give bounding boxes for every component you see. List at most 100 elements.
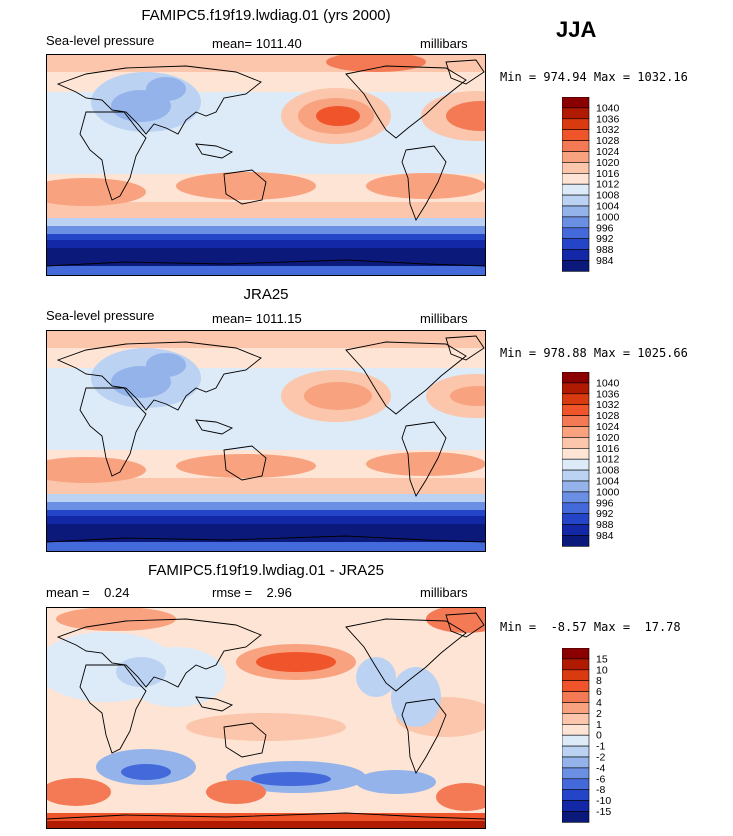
pressure-high [316, 106, 360, 126]
coastline [445, 335, 485, 361]
panel2-map [46, 330, 486, 552]
colorbar-swatch [562, 173, 590, 185]
coastline [345, 618, 467, 692]
colorbar-swatch [562, 216, 590, 229]
field-band [46, 821, 486, 829]
panel1-title: FAMIPC5.f19f19.lwdiag.01 (yrs 2000) [141, 7, 391, 24]
diff-region [46, 778, 111, 806]
colorbar-swatch [562, 426, 590, 438]
panel2-colorbar: 1040103610321028102410201016101210081004… [562, 372, 620, 547]
colorbar-tick-label: 992 [596, 508, 614, 520]
colorbar-swatch [562, 151, 590, 163]
diff-region [56, 607, 176, 631]
colorbar-swatch [562, 404, 590, 416]
coastline [223, 722, 267, 758]
field-band [46, 202, 486, 218]
colorbar-tick-label: 1000 [596, 211, 620, 223]
colorbar-swatch [562, 778, 590, 791]
diff-region [251, 772, 331, 786]
colorbar-tick-label: -6 [596, 773, 605, 785]
colorbar-tick-label: 2 [596, 708, 602, 720]
colorbar-tick-label: 1008 [596, 190, 620, 202]
field-band [46, 520, 486, 542]
field-band [46, 244, 486, 266]
map-frame [46, 54, 486, 276]
pressure-high [326, 54, 426, 72]
map-frame [46, 330, 486, 552]
coastline [401, 698, 447, 775]
colorbar-swatch [562, 756, 590, 769]
colorbar-tick-label: 1016 [596, 443, 620, 455]
field-band [46, 423, 486, 450]
pressure-high [46, 178, 146, 206]
field-band [46, 218, 486, 226]
pressure-high [176, 454, 316, 478]
colorbar-swatch [562, 702, 590, 714]
colorbar-swatch [562, 480, 590, 493]
field-band [46, 234, 486, 244]
pressure-low [146, 353, 186, 377]
colorbar-tick-label: 1012 [596, 454, 620, 466]
coastline [195, 143, 234, 159]
colorbar-tick-label: -8 [596, 784, 605, 796]
panel2-mean: mean= 1011.15 [212, 311, 302, 326]
colorbar-tick-label: 1040 [596, 102, 620, 114]
colorbar-tick-label: 1004 [596, 476, 620, 488]
colorbar-tick-label: 15 [596, 653, 608, 665]
diff-region [121, 764, 171, 780]
coastline [46, 812, 486, 829]
pressure-high [450, 386, 486, 406]
panel1-map [46, 54, 486, 276]
colorbar-swatch [562, 800, 590, 812]
colorbar-swatch [562, 129, 590, 141]
field-band [46, 510, 486, 520]
panel3-mean: mean = 0.24 [46, 585, 130, 600]
field-band [46, 240, 486, 248]
field-band [46, 147, 486, 174]
coastline [401, 145, 447, 222]
colorbar-tick-label: -2 [596, 752, 605, 764]
panel2-units: millibars [420, 311, 468, 326]
colorbar-swatch [562, 745, 590, 758]
diff-region [356, 770, 436, 794]
diff-region [391, 667, 441, 727]
colorbar-swatch [562, 811, 590, 823]
panel1-mean: mean= 1011.40 [212, 36, 302, 51]
coastline [195, 419, 234, 435]
coastline [445, 612, 485, 638]
coastline [56, 341, 262, 411]
panel1-minmax: Min = 974.94 Max = 1032.16 [500, 70, 688, 84]
panel1-colorbar: 1040103610321028102410201016101210081004… [562, 97, 620, 272]
colorbar-swatch [562, 140, 590, 152]
colorbar-tick-label: 1040 [596, 377, 620, 389]
diff-region [256, 652, 336, 672]
coastline [46, 535, 486, 552]
colorbar-swatch [562, 724, 590, 736]
panel2-minmax: Min = 978.88 Max = 1025.66 [500, 346, 688, 360]
colorbar-tick-label: 996 [596, 222, 614, 234]
diff-region [436, 783, 486, 811]
colorbar-tick-label: 984 [596, 255, 614, 267]
panel2-title: JRA25 [243, 286, 289, 303]
colorbar-tick-label: -15 [596, 806, 611, 818]
field-band [46, 478, 486, 494]
colorbar-tick-label: 6 [596, 686, 602, 698]
coastline [79, 664, 147, 754]
coastline [56, 618, 262, 688]
colorbar-swatch [562, 382, 590, 395]
coastline [223, 445, 267, 481]
colorbar-tick-label: 1036 [596, 388, 620, 400]
panel3-title: FAMIPC5.f19f19.lwdiag.01 - JRA25 [148, 562, 384, 579]
season-label: JJA [556, 17, 597, 42]
colorbar-swatch [562, 162, 590, 174]
field-band [46, 266, 486, 276]
coastline [195, 696, 234, 712]
colorbar-swatch [562, 249, 590, 261]
map-frame [46, 607, 486, 829]
colorbar-tick-label: 1028 [596, 135, 620, 147]
colorbar-tick-label: 1032 [596, 124, 620, 136]
pressure-high [46, 457, 146, 483]
colorbar-tick-label: -1 [596, 741, 605, 753]
colorbar-tick-label: 1000 [596, 486, 620, 498]
colorbar-swatch [562, 194, 590, 207]
